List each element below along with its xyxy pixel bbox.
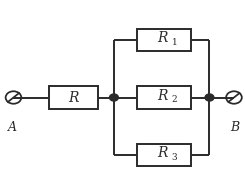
Text: 2: 2 <box>172 95 177 104</box>
Bar <box>137 86 191 109</box>
Circle shape <box>205 94 214 101</box>
Text: 1: 1 <box>172 38 177 47</box>
Text: R: R <box>157 89 167 103</box>
Text: R: R <box>157 146 167 160</box>
Bar <box>49 86 98 109</box>
Text: R: R <box>157 31 167 45</box>
Text: R: R <box>68 90 79 105</box>
Bar <box>137 29 191 51</box>
Text: 3: 3 <box>172 153 177 162</box>
Circle shape <box>110 94 118 101</box>
Bar <box>137 144 191 166</box>
Text: B: B <box>231 121 240 134</box>
Text: A: A <box>8 121 17 134</box>
